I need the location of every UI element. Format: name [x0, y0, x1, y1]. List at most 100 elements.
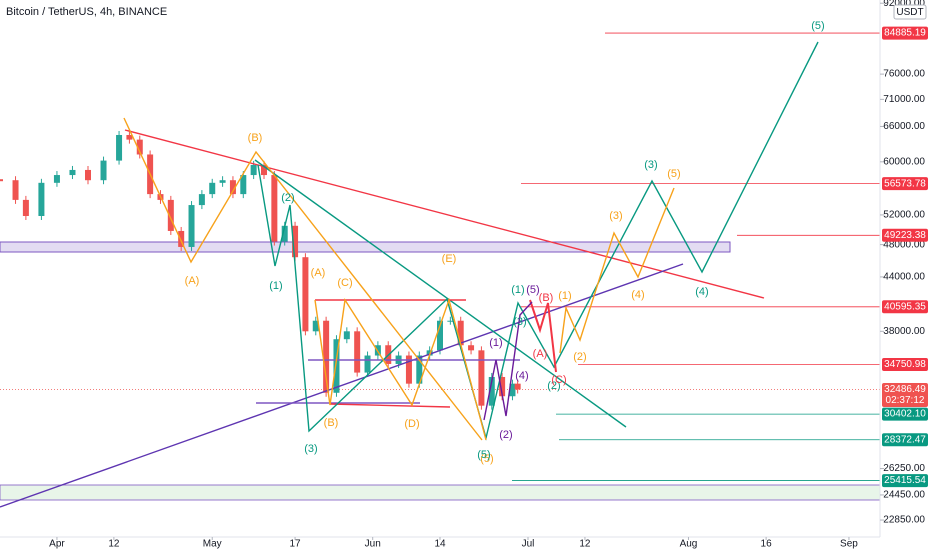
candle: [343, 331, 350, 340]
candle: [488, 376, 495, 406]
wave-label: (B): [248, 132, 263, 144]
x-tick-label: Sep: [840, 539, 858, 550]
wave-label: (4): [695, 286, 708, 298]
price-tag: [882, 382, 928, 407]
price-tag: [882, 300, 928, 314]
price-tag-label: 40595.35: [884, 301, 926, 312]
level-line: [329, 403, 451, 408]
wave-label: (C): [551, 374, 566, 386]
resistance-zone: [0, 241, 731, 253]
candle: [69, 169, 76, 176]
x-tick-label: 12: [108, 539, 120, 550]
drawings: [0, 41, 819, 508]
wave-path: [559, 187, 675, 354]
wave-label: (A): [533, 348, 548, 360]
y-tick-label: 66000.00: [883, 121, 925, 132]
candle: [22, 199, 29, 216]
wave-label: (C): [337, 277, 352, 289]
candle: [281, 225, 288, 242]
wave-label: (A): [311, 267, 326, 279]
candle: [323, 320, 330, 393]
countdown: 02:37:12: [886, 395, 925, 406]
price-tag: [882, 474, 928, 488]
wave-label: (4): [631, 289, 644, 301]
x-tick-label: 14: [434, 539, 446, 550]
wave-label: (3): [644, 159, 657, 171]
price-tag-label: 84885.19: [884, 28, 926, 39]
candle: [100, 160, 107, 181]
wave-label: (5): [811, 20, 824, 32]
wave-label: (1): [269, 280, 282, 292]
candle: [478, 350, 485, 406]
candle: [333, 339, 340, 393]
y-tick-label: 76000.00: [883, 69, 925, 80]
y-tick-label: 26250.00: [883, 463, 925, 474]
price-tag-label: 32486.49: [884, 384, 926, 395]
candle: [312, 320, 319, 332]
candle: [292, 225, 299, 258]
wave-label: (5): [480, 453, 493, 465]
candle: [12, 180, 19, 200]
price-tag-label: 28372.47: [884, 434, 926, 445]
candle: [457, 320, 464, 346]
candle: [116, 134, 123, 161]
candle: [468, 345, 475, 351]
candle: [437, 320, 443, 351]
y-tick-label: 52000.00: [883, 210, 925, 221]
x-tick-label: Aug: [680, 539, 698, 550]
price-tag: [882, 177, 928, 191]
candle: [354, 331, 361, 373]
wave-label: (2): [281, 192, 294, 204]
candle: [167, 199, 174, 231]
wave-label: (E): [442, 253, 457, 265]
wave-label: (3): [609, 210, 622, 222]
candle: [261, 164, 267, 176]
price-tag-label: 49223.38: [884, 230, 926, 241]
x-tick-label: Jul: [522, 539, 535, 550]
price-tag-label: 25415.54: [884, 475, 926, 486]
wave-label: (1): [489, 337, 502, 349]
candle: [405, 355, 412, 384]
wave-label: (D): [404, 418, 419, 430]
y-tick-label: 44000.00: [883, 272, 925, 283]
wave-path: [314, 297, 487, 441]
price-tag: [882, 228, 928, 242]
wave-label: (2): [499, 429, 512, 441]
y-unit: USDT: [896, 7, 923, 18]
candle: [38, 182, 45, 216]
candle: [447, 320, 454, 322]
y-axis-panel: [880, 0, 932, 550]
price-tag-label: 30402.10: [884, 409, 926, 420]
wave-label: (5): [667, 168, 680, 180]
candle: [364, 355, 371, 373]
candle: [209, 182, 216, 195]
wave-path: [529, 299, 557, 373]
candle: [240, 175, 247, 195]
candle: [302, 257, 309, 332]
support-zone: [0, 484, 881, 501]
wave-label: (A): [185, 275, 200, 287]
trend-line: [0, 263, 684, 508]
wave-label: (2): [573, 351, 586, 363]
wave-label: (B): [324, 417, 339, 429]
candle: [499, 376, 506, 397]
candle: [219, 180, 226, 183]
price-tag-label: 34750.98: [884, 359, 926, 370]
candle: [188, 205, 195, 247]
y-tick-label: 38000.00: [883, 326, 925, 337]
candle: [229, 180, 236, 195]
candle: [126, 134, 133, 140]
y-tick-label: 24450.00: [883, 490, 925, 501]
price-tag: [882, 407, 928, 421]
wave-label: (3): [513, 316, 526, 328]
wave-label: (5): [526, 284, 539, 296]
candle: [271, 175, 278, 242]
y-tick-label: 71000.00: [883, 94, 925, 105]
price-tag: [882, 26, 928, 40]
candle: [85, 169, 91, 181]
wave-label: (1): [511, 284, 524, 296]
wave-label: (3): [304, 443, 317, 455]
price-tag: [882, 357, 928, 371]
